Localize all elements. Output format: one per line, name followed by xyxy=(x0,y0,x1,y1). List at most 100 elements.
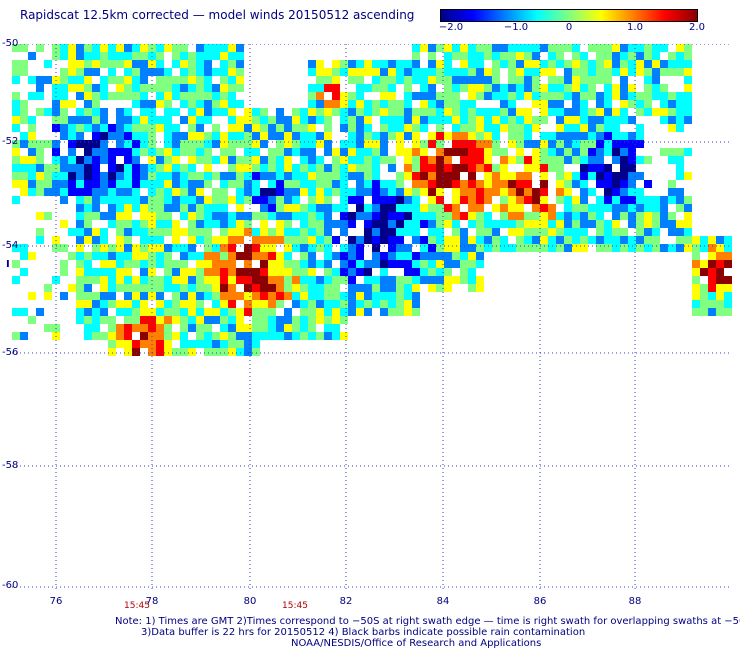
wind-cell xyxy=(196,324,204,332)
wind-cell xyxy=(268,164,276,172)
wind-cell xyxy=(292,316,300,324)
wind-cell xyxy=(492,108,500,116)
wind-cell xyxy=(372,180,380,188)
wind-cell xyxy=(188,268,196,276)
wind-cell xyxy=(196,116,204,124)
wind-cell xyxy=(644,236,652,244)
wind-cell xyxy=(428,140,436,148)
wind-cell xyxy=(612,92,620,100)
wind-cell xyxy=(180,52,188,60)
wind-cell xyxy=(164,68,172,76)
wind-cell xyxy=(436,132,444,140)
wind-cell xyxy=(276,220,284,228)
wind-cell xyxy=(388,308,396,316)
wind-cell xyxy=(468,284,476,292)
wind-cell xyxy=(84,116,92,124)
wind-cell xyxy=(204,68,212,76)
wind-cell xyxy=(620,100,628,108)
wind-cell xyxy=(332,84,340,92)
wind-cell xyxy=(580,188,588,196)
wind-cell xyxy=(556,156,564,164)
wind-cell xyxy=(556,148,564,156)
wind-cell xyxy=(300,172,308,180)
wind-cell xyxy=(132,124,140,132)
wind-cell xyxy=(396,308,404,316)
wind-cell xyxy=(180,212,188,220)
wind-cell xyxy=(660,68,668,76)
colorbar-tick-4: 2.0 xyxy=(689,22,705,33)
wind-cell xyxy=(228,212,236,220)
wind-cell xyxy=(508,132,516,140)
wind-cell xyxy=(244,172,252,180)
wind-cell xyxy=(612,132,620,140)
wind-cell xyxy=(116,212,124,220)
wind-cell xyxy=(452,172,460,180)
wind-cell xyxy=(356,172,364,180)
wind-cell xyxy=(252,228,260,236)
wind-cell xyxy=(492,204,500,212)
wind-cell xyxy=(700,236,708,244)
wind-cell xyxy=(364,236,372,244)
wind-cell xyxy=(412,68,420,76)
wind-cell xyxy=(308,284,316,292)
wind-cell xyxy=(492,220,500,228)
wind-cell xyxy=(76,164,84,172)
wind-cell xyxy=(572,236,580,244)
wind-cell xyxy=(724,300,732,308)
wind-cell xyxy=(204,156,212,164)
wind-cell xyxy=(620,68,628,76)
wind-cell xyxy=(596,44,604,52)
wind-cell xyxy=(364,140,372,148)
wind-cell xyxy=(76,292,84,300)
wind-cell xyxy=(572,92,580,100)
wind-cell xyxy=(372,188,380,196)
wind-cell xyxy=(292,268,300,276)
wind-cell xyxy=(420,140,428,148)
wind-cell xyxy=(404,100,412,108)
wind-cell xyxy=(540,204,548,212)
wind-cell xyxy=(212,332,220,340)
wind-cell xyxy=(220,204,228,212)
wind-cell xyxy=(268,332,276,340)
wind-cell xyxy=(404,220,412,228)
wind-cell xyxy=(124,348,132,356)
wind-cell xyxy=(308,60,316,68)
wind-cell xyxy=(252,180,260,188)
wind-cell xyxy=(636,236,644,244)
wind-cell xyxy=(412,116,420,124)
wind-cell xyxy=(116,140,124,148)
wind-cell xyxy=(284,180,292,188)
lon-label: 88 xyxy=(628,596,642,607)
wind-cell xyxy=(164,212,172,220)
wind-cell xyxy=(396,244,404,252)
wind-cell xyxy=(692,276,700,284)
wind-cell xyxy=(604,132,612,140)
wind-cell xyxy=(260,236,268,244)
wind-cell xyxy=(348,124,356,132)
wind-cell xyxy=(196,76,204,84)
wind-cell xyxy=(628,148,636,156)
wind-cell xyxy=(468,100,476,108)
wind-cell xyxy=(68,180,76,188)
wind-cell xyxy=(284,244,292,252)
wind-cell xyxy=(532,204,540,212)
wind-cell xyxy=(628,132,636,140)
wind-cell xyxy=(556,140,564,148)
wind-cell xyxy=(532,100,540,108)
wind-cell xyxy=(676,204,684,212)
wind-cell xyxy=(268,292,276,300)
wind-cell xyxy=(156,340,164,348)
wind-cell xyxy=(260,316,268,324)
wind-cell xyxy=(444,60,452,68)
wind-cell xyxy=(324,252,332,260)
wind-cell xyxy=(460,124,468,132)
wind-cell xyxy=(372,164,380,172)
wind-cell xyxy=(548,228,556,236)
wind-cell xyxy=(444,252,452,260)
wind-cell xyxy=(204,180,212,188)
wind-cell xyxy=(68,164,76,172)
wind-cell xyxy=(596,220,604,228)
wind-cell xyxy=(348,132,356,140)
wind-cell xyxy=(596,148,604,156)
wind-cell xyxy=(124,236,132,244)
